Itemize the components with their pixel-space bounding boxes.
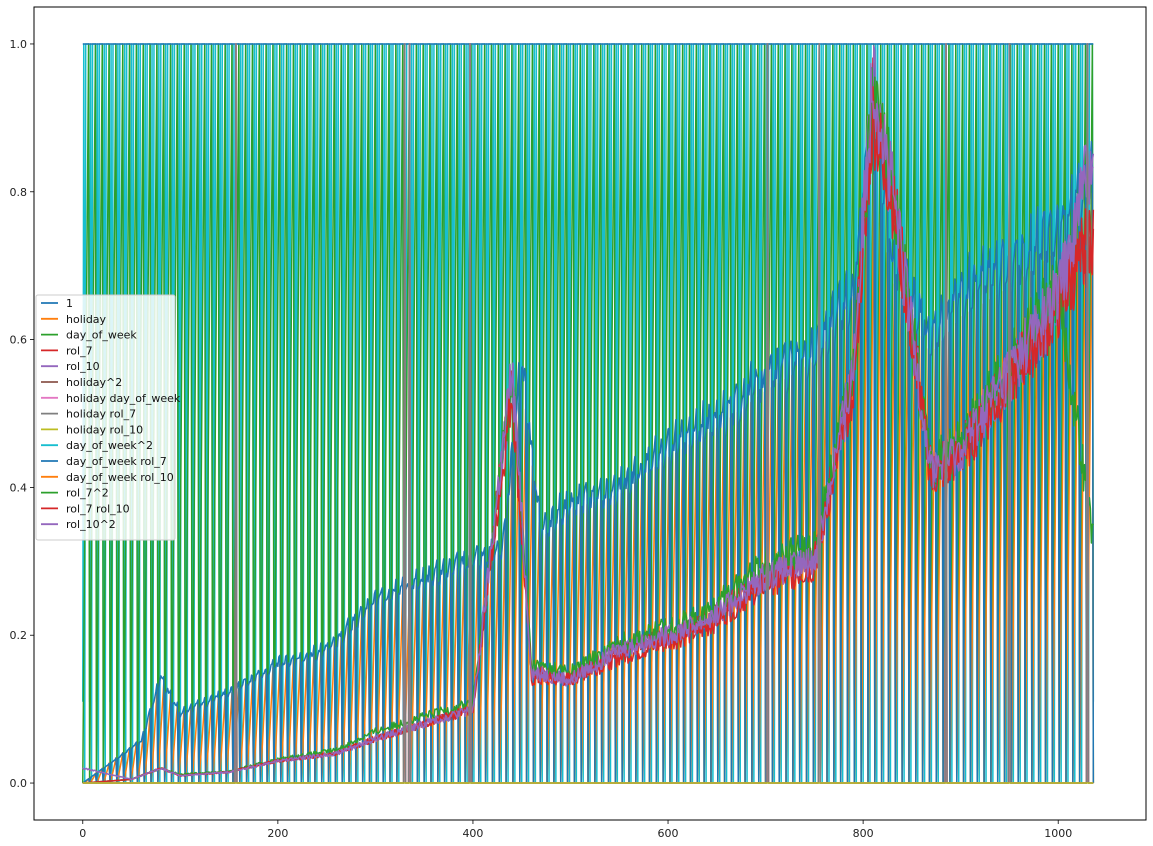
axes-layer: 0 200 400 600 800 1000 0.0 0.2 0.4 0.6 0.8 1.0: [10, 38, 1073, 840]
x-tick-label: 200: [267, 827, 288, 840]
series-layer: [82, 43, 1095, 784]
x-tick-label: 800: [853, 827, 874, 840]
legend-label: 1: [66, 297, 73, 310]
legend-label: day_of_week rol_7: [66, 455, 167, 468]
y-tick-label: 0.2: [10, 629, 28, 642]
legend-label: holiday day_of_week: [66, 392, 181, 405]
x-tick-label: 1000: [1044, 827, 1072, 840]
y-tick-label: 0.6: [10, 334, 28, 347]
legend-label: holiday rol_10: [66, 423, 143, 436]
y-tick-label: 0.0: [10, 777, 28, 790]
y-tick-label: 1.0: [10, 38, 28, 51]
legend-box: [35, 294, 176, 541]
legend-label: day_of_week rol_10: [66, 471, 174, 484]
legend-label: rol_7 rol_10: [66, 502, 130, 515]
x-tick-label: 600: [658, 827, 679, 840]
x-tick-label: 0: [79, 827, 86, 840]
legend-label: rol_10^2: [66, 518, 116, 531]
legend-label: holiday rol_7: [66, 408, 136, 421]
x-tick-label: 400: [462, 827, 483, 840]
legend: 1 holiday day_of_week rol_7 rol_10 holiday^2 h…: [35, 294, 181, 541]
legend-label: holiday^2: [66, 376, 122, 389]
legend-label: rol_7: [66, 344, 93, 357]
legend-label: rol_7^2: [66, 487, 109, 500]
legend-label: day_of_week^2: [66, 439, 153, 452]
legend-label: day_of_week: [66, 329, 137, 342]
legend-label: rol_10: [66, 360, 100, 373]
y-tick-label: 0.8: [10, 186, 28, 199]
y-tick-label: 0.4: [10, 481, 28, 494]
series-line-14: [82, 62, 1094, 781]
legend-label: holiday: [66, 313, 107, 326]
